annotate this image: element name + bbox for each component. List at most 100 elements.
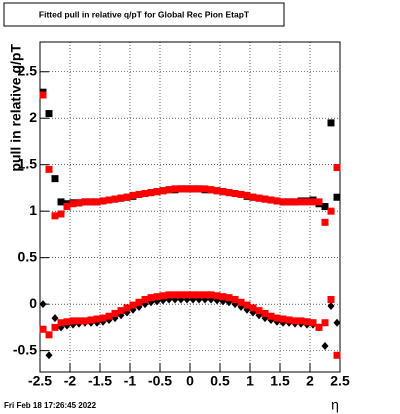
point	[321, 319, 329, 327]
point	[129, 191, 137, 199]
point	[309, 198, 317, 206]
point	[51, 212, 59, 220]
point	[147, 189, 155, 197]
point	[333, 318, 341, 327]
point	[279, 198, 287, 206]
x-axis-label: η	[331, 397, 339, 413]
point	[249, 304, 257, 312]
point	[243, 301, 251, 309]
point	[201, 185, 209, 193]
point	[327, 119, 335, 127]
point	[237, 298, 245, 306]
point	[99, 197, 107, 205]
point	[237, 190, 245, 198]
point	[135, 298, 143, 306]
point	[261, 309, 269, 317]
point	[129, 301, 137, 309]
point	[249, 193, 257, 201]
point	[183, 291, 191, 299]
point	[75, 199, 83, 207]
point	[315, 198, 323, 206]
point	[93, 198, 101, 206]
y-tick-label: 0	[29, 295, 37, 311]
point	[327, 207, 335, 215]
point	[273, 197, 281, 205]
x-tick-label: -2	[64, 373, 77, 389]
point	[117, 194, 125, 202]
point	[303, 318, 311, 326]
point	[315, 323, 323, 331]
point	[327, 295, 335, 303]
point	[297, 198, 305, 206]
point	[171, 291, 179, 299]
point	[267, 196, 275, 204]
point	[321, 218, 329, 226]
y-tick-label: 2.5	[18, 62, 38, 78]
point	[111, 309, 119, 317]
point	[159, 187, 167, 195]
point	[195, 291, 203, 299]
point	[57, 319, 65, 327]
chart-title: Fitted pull in relative q/pT for Global …	[39, 9, 250, 19]
point	[93, 315, 101, 323]
point	[219, 293, 227, 301]
timestamp: Fri Feb 18 17:26:45 2022	[4, 401, 97, 410]
point	[39, 325, 47, 333]
x-tick-label: -1.5	[88, 373, 112, 389]
point	[285, 316, 293, 324]
point	[165, 291, 173, 299]
point	[231, 295, 239, 303]
x-tick-label: 0	[186, 373, 194, 389]
point	[231, 190, 239, 198]
point	[69, 200, 77, 208]
point	[201, 291, 209, 299]
point	[303, 198, 311, 206]
y-tick-label: -0.5	[13, 341, 37, 357]
x-tick-label: -2.5	[28, 373, 52, 389]
point	[255, 307, 263, 315]
point	[285, 198, 293, 206]
point	[219, 188, 227, 196]
point	[141, 295, 149, 303]
point	[195, 185, 203, 193]
point	[189, 291, 197, 299]
x-tick-label: 1.5	[270, 373, 290, 389]
point	[333, 193, 341, 201]
point	[45, 165, 53, 173]
y-tick-label: 1	[29, 202, 37, 218]
point	[45, 110, 53, 118]
point	[117, 307, 125, 315]
point	[45, 351, 53, 360]
point	[87, 198, 95, 206]
point	[63, 318, 71, 326]
point	[189, 185, 197, 193]
point	[87, 316, 95, 324]
point	[273, 314, 281, 322]
point	[75, 317, 83, 325]
point	[177, 291, 185, 299]
point	[51, 175, 59, 183]
x-tick-label: 0.5	[210, 373, 230, 389]
point	[39, 300, 47, 309]
point	[333, 163, 341, 171]
point	[111, 195, 119, 203]
point	[183, 185, 191, 193]
point	[309, 319, 317, 327]
x-tick-label: 2.5	[330, 373, 350, 389]
point	[171, 185, 179, 193]
point	[57, 198, 65, 206]
x-tick-label: -1	[124, 373, 137, 389]
point	[63, 203, 71, 211]
point	[291, 198, 299, 206]
point	[105, 196, 113, 204]
point	[39, 91, 47, 99]
point	[261, 195, 269, 203]
point	[135, 190, 143, 198]
x-tick-label: 1	[246, 373, 254, 389]
point	[207, 186, 215, 194]
title-box	[3, 2, 285, 27]
point	[81, 198, 89, 206]
point	[141, 190, 149, 198]
point	[123, 304, 131, 312]
